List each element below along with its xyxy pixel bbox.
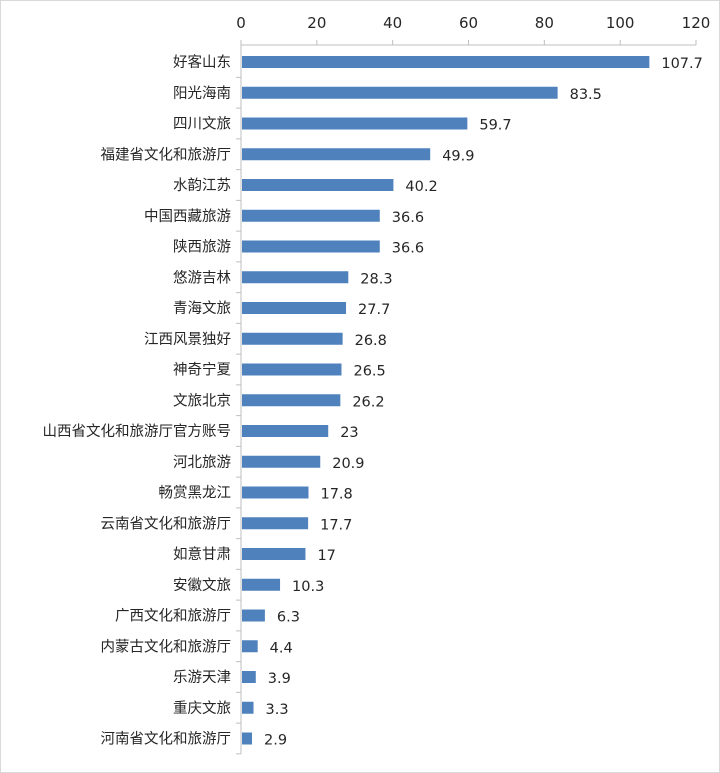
- data-label: 17.8: [320, 487, 352, 503]
- data-label: 26.2: [352, 394, 384, 410]
- x-tick-label: 40: [383, 14, 402, 32]
- bar: [242, 363, 342, 376]
- bar: [242, 240, 380, 253]
- category-label: 福建省文化和旅游厅: [101, 146, 232, 163]
- data-label: 26.8: [355, 333, 387, 349]
- category-label: 陕西旅游: [173, 239, 231, 256]
- category-label: 悠游吉林: [173, 269, 231, 286]
- data-label: 17: [317, 548, 335, 564]
- bar: [242, 86, 558, 99]
- category-label: 江西风景独好: [144, 331, 231, 348]
- data-label: 36.6: [392, 210, 424, 226]
- data-label: 17.7: [320, 517, 352, 533]
- bar: [242, 209, 380, 222]
- data-label: 40.2: [405, 179, 437, 195]
- data-label: 83.5: [570, 87, 602, 103]
- bar: [242, 517, 309, 530]
- category-label: 广西文化和旅游厅: [115, 608, 231, 625]
- category-label: 四川文旅: [173, 116, 231, 133]
- data-label: 2.9: [264, 733, 287, 749]
- data-label: 59.7: [479, 118, 511, 134]
- bar: [242, 302, 347, 314]
- data-label: 107.7: [661, 56, 703, 72]
- data-label: 49.9: [442, 148, 474, 164]
- bar: [242, 486, 309, 499]
- category-label: 重庆文旅: [173, 700, 231, 717]
- category-label: 青海文旅: [173, 300, 231, 317]
- data-label: 3.3: [266, 702, 289, 718]
- bar: [242, 56, 650, 68]
- bar-series: [242, 56, 650, 745]
- data-label: 6.3: [277, 610, 300, 626]
- bar: [242, 394, 341, 407]
- x-tick-label: 100: [606, 14, 635, 32]
- x-tick-label: 120: [682, 14, 711, 32]
- category-label: 好客山东: [173, 54, 231, 71]
- data-label: 20.9: [332, 456, 364, 472]
- data-label: 26.5: [353, 364, 385, 380]
- bar: [242, 332, 343, 345]
- data-label: 36.6: [392, 241, 424, 257]
- category-label: 乐游天津: [173, 669, 231, 686]
- category-label: 中国西藏旅游: [144, 208, 231, 225]
- x-tick-label: 60: [459, 14, 478, 32]
- category-label: 山西省文化和旅游厅官方账号: [43, 423, 232, 440]
- data-label: 27.7: [358, 302, 390, 318]
- bar: [242, 732, 252, 745]
- category-label: 畅赏黑龙江: [159, 485, 232, 502]
- bar: [242, 609, 265, 622]
- bar: [242, 179, 394, 191]
- value-labels: 107.783.559.749.940.236.636.628.327.726.…: [264, 56, 703, 749]
- bar: [242, 671, 256, 683]
- data-label: 28.3: [360, 271, 392, 287]
- bar: [242, 425, 329, 437]
- x-tick-label: 20: [307, 14, 326, 32]
- category-label: 水韵江苏: [173, 177, 231, 194]
- category-label: 神奇宁夏: [173, 362, 231, 379]
- category-label: 云南省文化和旅游厅: [101, 515, 232, 532]
- data-label: 3.9: [268, 671, 291, 687]
- bar: [242, 271, 349, 284]
- bar: [242, 578, 281, 591]
- x-tick-label: 80: [535, 14, 554, 32]
- category-label: 安徽文旅: [173, 577, 231, 594]
- bar: [242, 701, 254, 714]
- category-label: 如意甘肃: [173, 545, 231, 563]
- bar: [242, 455, 321, 468]
- x-axis: 0 20 40 60 80 100 120: [236, 14, 711, 46]
- data-label: 4.4: [270, 640, 293, 656]
- category-label: 文旅北京: [173, 392, 231, 409]
- x-tick-label: 0: [236, 14, 246, 32]
- bar: [242, 117, 468, 130]
- y-axis: 好客山东阳光海南四川文旅福建省文化和旅游厅水韵江苏中国西藏旅游陕西旅游悠游吉林青…: [43, 45, 242, 755]
- category-label: 河北旅游: [173, 454, 231, 471]
- bar: [242, 548, 306, 560]
- data-label: 23: [340, 425, 358, 441]
- bar: [242, 148, 431, 161]
- category-label: 阳光海南: [173, 85, 231, 102]
- data-label: 10.3: [292, 579, 324, 595]
- category-label: 内蒙古文化和旅游厅: [101, 638, 232, 655]
- category-label: 河南省文化和旅游厅: [101, 731, 232, 748]
- bar: [242, 640, 258, 653]
